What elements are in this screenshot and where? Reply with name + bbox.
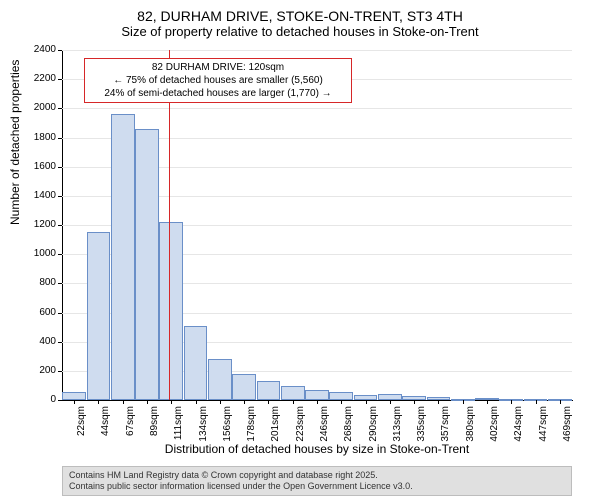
x-tick-label: 380sqm: [465, 406, 476, 446]
histogram-bar: [305, 390, 329, 401]
chart-container: 82, DURHAM DRIVE, STOKE-ON-TRENT, ST3 4T…: [0, 0, 600, 500]
chart-title-sub: Size of property relative to detached ho…: [0, 24, 600, 39]
x-tick-mark: [98, 400, 99, 404]
x-tick-label: 22sqm: [76, 406, 87, 446]
x-tick-mark: [268, 400, 269, 404]
x-tick-label: 402sqm: [489, 406, 500, 446]
x-tick-mark: [560, 400, 561, 404]
histogram-bar: [159, 222, 183, 400]
x-tick-mark: [341, 400, 342, 404]
x-tick-mark: [390, 400, 391, 404]
y-tick-label: 2200: [26, 73, 56, 84]
histogram-bar: [208, 359, 232, 400]
y-tick-label: 2400: [26, 44, 56, 55]
y-tick-label: 200: [26, 365, 56, 376]
x-tick-label: 290sqm: [368, 406, 379, 446]
x-tick-mark: [366, 400, 367, 404]
x-tick-label: 335sqm: [416, 406, 427, 446]
y-tick-label: 1000: [26, 248, 56, 259]
y-tick-label: 1200: [26, 219, 56, 230]
x-tick-mark: [463, 400, 464, 404]
histogram-bar: [135, 129, 159, 400]
y-tick-label: 1400: [26, 190, 56, 201]
x-tick-mark: [74, 400, 75, 404]
footer-line-1: Contains HM Land Registry data © Crown c…: [69, 470, 565, 481]
x-tick-label: 469sqm: [562, 406, 573, 446]
attribution-footer: Contains HM Land Registry data © Crown c…: [62, 466, 572, 497]
histogram-bar: [281, 386, 305, 400]
x-tick-label: 134sqm: [198, 406, 209, 446]
x-tick-label: 156sqm: [222, 406, 233, 446]
x-tick-mark: [220, 400, 221, 404]
x-tick-mark: [487, 400, 488, 404]
annotation-box: 82 DURHAM DRIVE: 120sqm← 75% of detached…: [84, 58, 352, 103]
x-tick-mark: [171, 400, 172, 404]
y-tick-label: 0: [26, 394, 56, 405]
y-tick-mark: [58, 400, 62, 401]
x-tick-mark: [511, 400, 512, 404]
y-tick-label: 600: [26, 307, 56, 318]
x-tick-label: 357sqm: [440, 406, 451, 446]
x-tick-mark: [123, 400, 124, 404]
x-tick-mark: [438, 400, 439, 404]
y-tick-label: 1800: [26, 132, 56, 143]
histogram-bar: [62, 392, 86, 400]
x-tick-label: 268sqm: [343, 406, 354, 446]
x-tick-label: 111sqm: [173, 406, 184, 446]
x-tick-label: 44sqm: [100, 406, 111, 446]
y-gridline: [62, 108, 572, 109]
y-tick-label: 400: [26, 336, 56, 347]
annotation-line-1: 82 DURHAM DRIVE: 120sqm: [89, 61, 347, 74]
x-tick-mark: [196, 400, 197, 404]
y-tick-label: 2000: [26, 102, 56, 113]
histogram-bar: [111, 114, 135, 400]
y-gridline: [62, 50, 572, 51]
x-tick-mark: [147, 400, 148, 404]
histogram-bar: [257, 381, 281, 400]
annotation-line-2: ← 75% of detached houses are smaller (5,…: [89, 74, 347, 87]
chart-title-main: 82, DURHAM DRIVE, STOKE-ON-TRENT, ST3 4T…: [0, 0, 600, 24]
y-tick-label: 800: [26, 277, 56, 288]
x-tick-mark: [536, 400, 537, 404]
x-tick-mark: [293, 400, 294, 404]
x-tick-label: 67sqm: [125, 406, 136, 446]
x-tick-label: 424sqm: [513, 406, 524, 446]
histogram-bar: [329, 392, 353, 400]
x-tick-label: 246sqm: [319, 406, 330, 446]
x-tick-mark: [414, 400, 415, 404]
x-tick-label: 201sqm: [270, 406, 281, 446]
y-axis-label: Number of detached properties: [8, 60, 22, 225]
x-tick-label: 89sqm: [149, 406, 160, 446]
histogram-bar: [184, 326, 208, 400]
histogram-bar: [87, 232, 111, 400]
x-tick-label: 223sqm: [295, 406, 306, 446]
footer-line-2: Contains public sector information licen…: [69, 481, 565, 492]
x-tick-label: 313sqm: [392, 406, 403, 446]
annotation-line-3: 24% of semi-detached houses are larger (…: [89, 87, 347, 100]
x-tick-label: 178sqm: [246, 406, 257, 446]
histogram-bar: [232, 374, 256, 400]
x-tick-mark: [317, 400, 318, 404]
y-tick-label: 1600: [26, 161, 56, 172]
x-tick-mark: [244, 400, 245, 404]
x-tick-label: 447sqm: [538, 406, 549, 446]
